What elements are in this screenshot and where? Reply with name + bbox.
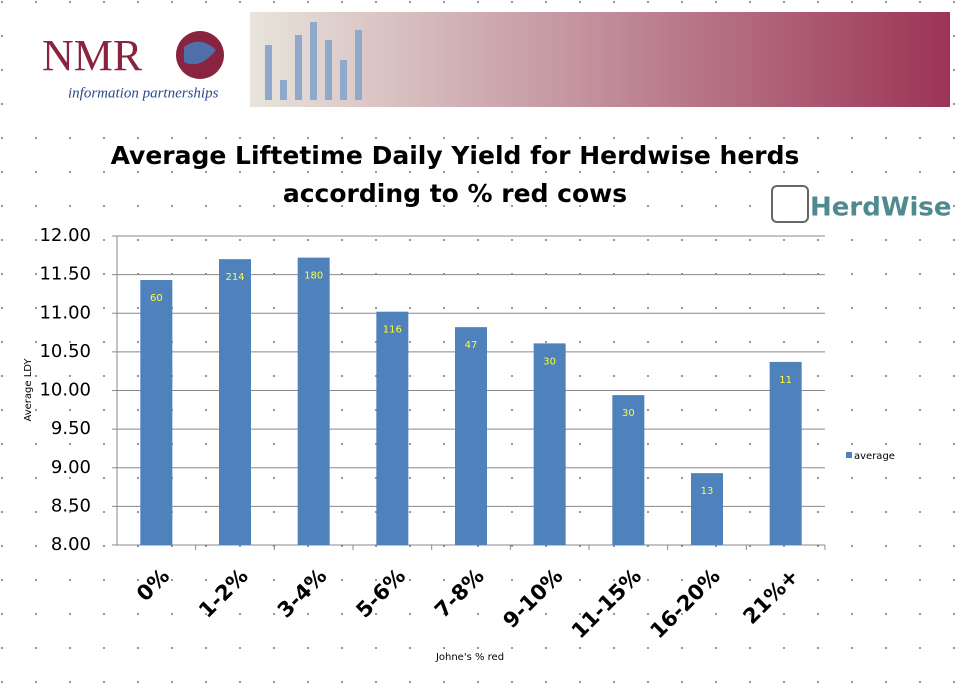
y-tick-label: 11.00 bbox=[39, 302, 91, 323]
bar bbox=[691, 473, 723, 545]
bar-label: 60 bbox=[150, 293, 163, 304]
banner bbox=[250, 12, 950, 107]
y-tick-label: 12.00 bbox=[39, 225, 91, 246]
bar-label: 116 bbox=[383, 325, 402, 336]
logo-swirl bbox=[184, 41, 216, 65]
y-tick-label: 9.00 bbox=[51, 457, 91, 478]
x-axis-label: Johne's % red bbox=[435, 652, 504, 663]
bar bbox=[769, 361, 802, 545]
bar-label: 13 bbox=[701, 486, 714, 497]
bar bbox=[140, 280, 173, 545]
brand-icon bbox=[771, 185, 809, 223]
bar-label: 30 bbox=[622, 408, 635, 419]
bar bbox=[376, 311, 409, 545]
y-tick-label: 9.50 bbox=[51, 418, 91, 439]
legend-swatch bbox=[846, 452, 852, 458]
bar-label: 47 bbox=[465, 340, 478, 351]
banner-bars bbox=[265, 22, 362, 100]
brand: HerdWise bbox=[810, 193, 952, 223]
y-tick-label: 11.50 bbox=[39, 264, 91, 285]
chart-title: Average Liftetime Daily Yield for Herdwi… bbox=[111, 141, 800, 170]
bar-label: 30 bbox=[543, 356, 556, 367]
logo: NMR bbox=[42, 31, 143, 80]
bar-label: 214 bbox=[225, 272, 244, 283]
y-tick-label: 8.00 bbox=[51, 534, 91, 555]
chart-title: according to % red cows bbox=[283, 179, 627, 208]
tagline: information partnerships bbox=[68, 85, 219, 101]
y-tick-label: 8.50 bbox=[51, 495, 91, 516]
bar-label: 11 bbox=[779, 375, 792, 386]
bar bbox=[455, 327, 487, 545]
y-tick-label: 10.50 bbox=[39, 341, 91, 362]
bar-label: 180 bbox=[304, 271, 323, 282]
bar bbox=[219, 259, 251, 545]
bar bbox=[612, 395, 645, 545]
bar bbox=[533, 343, 566, 545]
y-axis-label: Average LDY bbox=[23, 358, 34, 422]
y-tick-label: 10.00 bbox=[39, 380, 91, 401]
legend-label: average bbox=[854, 451, 895, 462]
bar bbox=[297, 257, 330, 545]
